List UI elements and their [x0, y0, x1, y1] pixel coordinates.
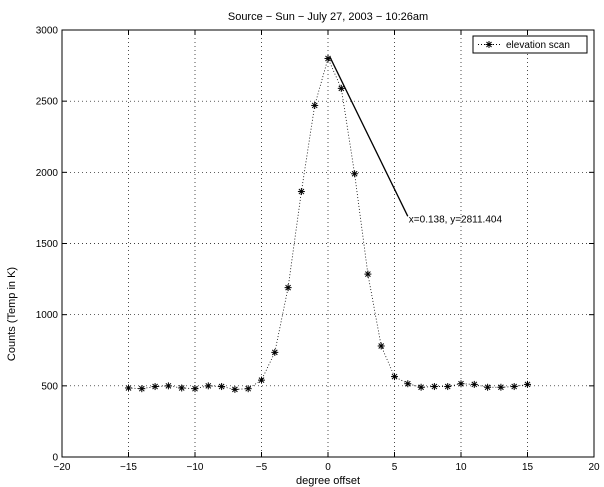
data-point [444, 383, 452, 391]
x-tick-label: −15 [120, 462, 137, 473]
data-point [484, 383, 492, 391]
data-point [125, 384, 132, 392]
data-point [311, 101, 319, 109]
x-tick-label: 15 [522, 462, 534, 473]
data-point [191, 385, 199, 393]
legend-entry-elevation-scan: elevation scan [506, 40, 570, 51]
data-point [258, 376, 265, 384]
data-point [377, 342, 385, 350]
plot-area: x=0.138, y=2811.404 [61, 29, 595, 458]
data-point [457, 380, 465, 388]
data-point [430, 383, 438, 391]
legend-box [472, 35, 588, 54]
annotation-text: x=0.138, y=2811.404 [409, 214, 503, 225]
data-point [164, 382, 172, 390]
data-point [364, 270, 372, 278]
x-tick-label: −5 [256, 462, 268, 473]
data-point [244, 385, 252, 393]
y-tick-label: 1500 [36, 239, 59, 250]
data-point [391, 373, 398, 381]
y-tick-label: 2000 [36, 168, 59, 179]
y-tick-labels: 0 500 1000 1500 2000 2500 3000 [36, 26, 59, 464]
x-tick-labels: −20 −15 −10 −5 0 5 10 15 20 [54, 462, 600, 473]
data-point [417, 383, 425, 391]
data-point [178, 384, 186, 392]
y-tick-label: 1000 [36, 310, 59, 321]
data-point [151, 383, 159, 391]
legend: elevation scan [472, 35, 588, 54]
data-point [497, 383, 505, 391]
data-point [204, 382, 212, 390]
y-axis-label: Counts (Temp in K) [6, 267, 18, 361]
x-tick-label: 20 [588, 462, 600, 473]
data-point [138, 385, 146, 393]
data-point [524, 380, 531, 388]
data-point [351, 170, 359, 178]
data-cursor-annotation: x=0.138, y=2811.404 [329, 56, 503, 225]
x-tick-label: −10 [187, 462, 204, 473]
y-tick-label: 500 [41, 381, 58, 392]
annotation-leader-line [329, 56, 409, 217]
chart-title: Source − Sun − July 27, 2003 − 10:26am [228, 11, 428, 23]
data-point [218, 383, 226, 391]
y-tick-label: 3000 [36, 26, 59, 37]
data-point [337, 84, 345, 92]
grid [62, 30, 594, 457]
legend-star-marker [485, 41, 493, 48]
data-point [510, 383, 518, 391]
axis-ticks [61, 29, 595, 458]
data-point [470, 380, 478, 388]
series-markers [125, 54, 531, 393]
data-point [404, 380, 412, 388]
x-axis-label: degree offset [296, 475, 360, 487]
data-point [271, 348, 279, 356]
x-tick-label: 5 [392, 462, 398, 473]
x-tick-label: 10 [455, 462, 467, 473]
data-point [284, 284, 292, 292]
x-tick-label: −20 [54, 462, 71, 473]
data-point [297, 188, 305, 196]
data-point [231, 385, 239, 393]
legend-marker-icon [485, 41, 493, 48]
x-tick-label: 0 [325, 462, 331, 473]
y-tick-label: 2500 [36, 97, 59, 108]
y-tick-label: 0 [52, 453, 58, 464]
